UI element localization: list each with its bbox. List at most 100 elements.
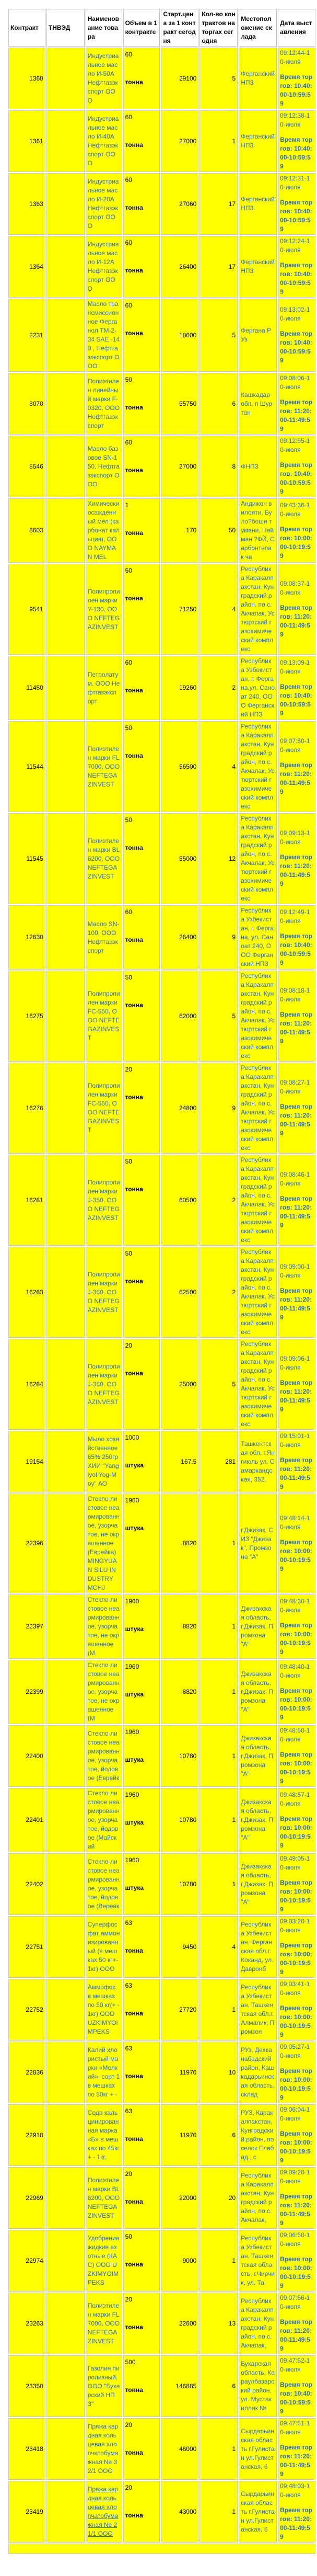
product-link[interactable]: Стекло листовое неармированное, узорчато…	[87, 1495, 120, 1591]
contract-cell: 22836	[8, 2042, 45, 2103]
warehouse-location-cell: Джизакская область, г.Джизак, Промзона "…	[239, 1853, 277, 1915]
product-link[interactable]: Полиэтилен линейный марки F-0320, ООО Не…	[87, 378, 120, 429]
tnved-cell	[46, 1853, 85, 1915]
product-link[interactable]: Масло трансмиссионное Ферганол ТМ-2-34 S…	[87, 300, 120, 370]
product-link[interactable]: Химически осажденный мел (карбонат кальц…	[87, 500, 120, 561]
product-link[interactable]: Полиэтилен марки FL7000, ООО NEFTEGAZINV…	[87, 745, 120, 788]
table-row: 16275 Полипропилен марки FC-550, ООО NEF…	[8, 971, 315, 1062]
product-link[interactable]: Полипропилен марки J-350, ООО NEFTEGAZIN…	[87, 1178, 120, 1222]
header-cell: Местоположение склада	[239, 9, 277, 47]
trading-time: Время торгов: 10:40:00-10:59:59	[280, 2381, 313, 2415]
product-link[interactable]: Полипропилен марки FC-550, ООО NEFTEGAZI…	[87, 1082, 120, 1134]
listing-date-cell: 09:49:05-10-июля Время торгов: 10:00:00-…	[278, 1853, 315, 1915]
product-link[interactable]: Удобрения жидкие азотные (КАС) ООО UZKIM…	[87, 2235, 120, 2286]
volume-cell: 50 тонна	[123, 564, 160, 655]
volume-cell: 20 тонна	[123, 2481, 160, 2543]
product-cell: Химически осажденный мел (карбонат кальц…	[85, 498, 122, 563]
volume-unit: тонна	[125, 2323, 143, 2331]
product-link[interactable]: Пряжа кардная кольцевая хлопчатобумажная…	[87, 2486, 119, 2537]
listing-date-cell: 09:05:27-10-июля Время торгов: 10:00:00-…	[278, 2042, 315, 2103]
product-link[interactable]: Стекло листовое неармированное, узорчато…	[87, 1789, 120, 1850]
product-link[interactable]: Газолин пиролизный, ООО "Бухарский НПЗ"	[87, 2364, 120, 2408]
volume-unit: тонна	[125, 752, 143, 759]
table-row: 22752 Аммофос в мешках по 50 кг(+ - 1кг)…	[8, 1979, 315, 2041]
volume-value: 60	[125, 239, 132, 246]
product-link[interactable]: Мыло хозяйственное 65% 250гр ХИИ "Yangiy…	[87, 1435, 119, 1487]
listed-time: 09:09:00-10-июля	[280, 1263, 310, 1279]
volume-unit: тонна	[125, 2010, 143, 2017]
product-link[interactable]: Масло базовое SN-150, Нефтгазэкспорт ООО	[87, 444, 120, 488]
product-link[interactable]: Индустриальное масло И-50А Нефтгазэкспор…	[87, 52, 119, 104]
product-link[interactable]: Индустриальное масло И-12А Нефтгазэкспор…	[87, 241, 119, 292]
volume-value: 50	[125, 816, 132, 824]
contract-cell: 23418	[8, 2418, 45, 2480]
product-link[interactable]: Масло SN-100, ООО Нефтгазэкспорт	[87, 920, 120, 954]
volume-unit: тонна	[125, 2261, 143, 2268]
product-link[interactable]: Полиэтилен марки BL6200, ООО NEFTEGAZINV…	[87, 2176, 120, 2219]
product-cell: Индустриальное масло И-12А Нефтгазэкспор…	[85, 236, 122, 298]
product-link[interactable]: Сода кальцинированная марка «Б» в мешках…	[87, 2109, 120, 2161]
product-link[interactable]: Стекло листовое неармированное, узорчато…	[87, 1596, 120, 1657]
volume-unit: штука	[125, 1691, 144, 1698]
table-row: 1360 Индустриальное масло И-50А Нефтгазэ…	[8, 48, 315, 109]
volume-cell: 1960 штука	[123, 1788, 160, 1852]
volume-unit: тонна	[125, 267, 143, 274]
volume-value: 60	[125, 302, 132, 309]
product-link[interactable]: Полипропилен марки J-360, ООО NEFTEGAZIN…	[87, 1362, 120, 1406]
product-link[interactable]: Полипропилен марки J-360, ООО NEFTEGAZIN…	[87, 1270, 120, 1314]
product-cell: Аммофос в мешках по 50 кг(+ - 1кг) ООО U…	[85, 1979, 122, 2041]
product-link[interactable]: Индустриальное масло И-20А Нефтгазэкспор…	[87, 178, 119, 230]
table-row: 22397 Стекло листовое неармированное, уз…	[8, 1594, 315, 1659]
volume-unit: штука	[125, 1756, 144, 1763]
volume-cell: 20 тонна	[123, 2293, 160, 2354]
listed-time: 09:03:41-10-июля	[280, 1980, 310, 1997]
contract-cell: 22400	[8, 1725, 45, 1787]
product-cell: Полиэтилен линейный марки F-0320, ООО Не…	[85, 373, 122, 435]
trading-time: Время торгов: 10:00:00-10:19:59	[280, 2130, 313, 2164]
header-cell: Старт.цена за 1 контракт сегодня	[161, 9, 199, 47]
warehouse-location-cell: Республика Узбекистан, г. Фергана, ул. С…	[239, 905, 277, 970]
contract-cell: 16275	[8, 971, 45, 1062]
volume-cell: 20 тонна	[123, 2418, 160, 2480]
volume-cell: 1960 штука	[123, 1660, 160, 1724]
product-link[interactable]: Калий хлористый марки «Мелкий», сорт 1 в…	[87, 2046, 120, 2098]
product-link[interactable]: Пряжа кардная кольцевая хлопчатобумажная…	[87, 2423, 119, 2475]
table-row: 9541 Полипропилен марки Y-130, ООО NEFTE…	[8, 564, 315, 655]
product-link[interactable]: Полипропилен марки Y-130, ООО NEFTEGAZIN…	[87, 587, 120, 631]
volume-unit: тонна	[125, 1186, 143, 1193]
trading-time: Время торгов: 10:00:00-10:19:59	[280, 2004, 313, 2038]
listed-time: 09:48:03-10-июля	[280, 2482, 310, 2499]
product-link[interactable]: Индустриальное масло И-40А Нефтгазэкспор…	[87, 115, 119, 167]
tnved-cell	[46, 1155, 85, 1246]
contract-cell: 16276	[8, 1063, 45, 1154]
volume-unit: тонна	[125, 844, 143, 851]
start-price-cell: 27720	[161, 1979, 199, 2041]
product-link[interactable]: Суперфосфат аммонизированный (в мешках 5…	[87, 1921, 120, 1973]
trading-time: Время торгов: 11:20:00-11:49:59	[280, 853, 313, 887]
volume-cell: 1960 штука	[123, 1494, 160, 1593]
product-cell: Суперфосфат аммонизированный (в мешках 5…	[85, 1916, 122, 1978]
product-link[interactable]: Стекло листовое неармированное, узорчато…	[87, 1661, 120, 1722]
contracts-count-cell: 6	[199, 2104, 238, 2166]
product-link[interactable]: Петролатум, ООО Нефтгазэкспорт	[87, 670, 120, 705]
warehouse-location-cell: Ферганский НПЗ	[239, 236, 277, 298]
tnved-cell	[46, 373, 85, 435]
listed-time: 09:48:14-10-июля	[280, 1514, 310, 1531]
volume-cell: 500 тонна	[123, 2355, 160, 2417]
product-link[interactable]: Полипропилен марки FC-550, ООО NEFTEGAZI…	[87, 990, 120, 1042]
tnved-cell	[46, 721, 85, 812]
warehouse-location-cell: Республика Каракалпакстан, Кунградский р…	[239, 1155, 277, 1246]
contract-cell: 11544	[8, 721, 45, 812]
table-row: 22400 Стекло листовое неармированное, уз…	[8, 1725, 315, 1787]
contracts-count-cell: 20	[199, 2167, 238, 2229]
footer-strip	[8, 2544, 315, 2554]
product-link[interactable]: Полиэтилен марки BL6200, ООО NEFTEGAZINV…	[87, 837, 120, 880]
product-link[interactable]: Стекло листовое неармированное, узорчато…	[87, 1858, 120, 1910]
volume-cell: 50 тонна	[123, 971, 160, 1062]
volume-value: 20	[125, 1342, 132, 1349]
product-link[interactable]: Стекло листовое неармированное, узорчато…	[87, 1730, 120, 1782]
product-link[interactable]: Полиэтилен марки FL7000, ООО NEFTEGAZINV…	[87, 2301, 120, 2345]
listed-time: 09:12:38-10-июля	[280, 112, 310, 128]
listing-date-cell: 09:12:55-10-июля Время торгов: 10:40:00-…	[278, 436, 315, 497]
product-link[interactable]: Аммофос в мешках по 50 кг(+ - 1кг) ООО U…	[87, 1984, 120, 2035]
